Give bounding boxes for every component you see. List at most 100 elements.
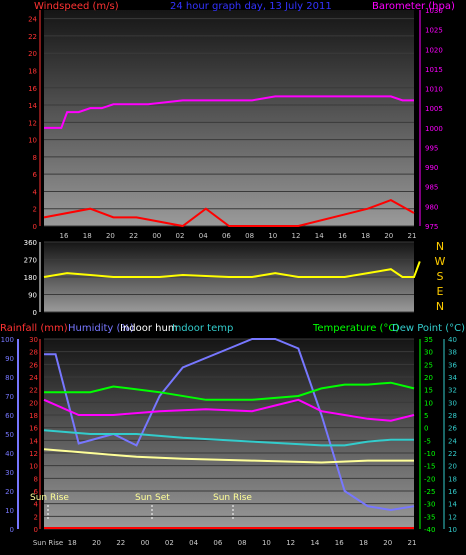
y-outer-right-tick-label: 30 [448, 399, 457, 407]
y-right-tick-label: 1000 [425, 125, 443, 133]
y-left-tick-label: 4 [33, 188, 38, 196]
y-outer-right-tick-label: 10 [448, 526, 457, 534]
y-inner-right-tick-label: 30 [424, 349, 433, 357]
x-tick-label: 18 [83, 232, 92, 240]
y-outer-left-tick-label: 40 [5, 450, 14, 458]
y-left-tick-label: 24 [28, 16, 37, 24]
y-right-tick-label: 1015 [425, 66, 443, 74]
compass-label: N [436, 240, 444, 253]
dew-point-label: Dew Point (°C) [392, 323, 465, 334]
series-line-barometer [44, 95, 414, 129]
y-left-tick-label: 18 [28, 67, 37, 75]
indoor-temp-label: Indoor temp [172, 323, 233, 334]
y-inner-left-tick-label: 6 [34, 488, 39, 496]
y-inner-left-tick-label: 26 [29, 361, 38, 369]
y-outer-left-tick-label: 50 [5, 431, 14, 439]
y-inner-left-tick-label: 16 [29, 425, 38, 433]
x-tick-label: 14 [315, 232, 324, 240]
x-tick-label: 10 [262, 539, 271, 547]
y-outer-right-tick-label: 22 [448, 450, 457, 458]
x-tick-label: 20 [106, 232, 115, 240]
humidity-label: Humidity (%) [68, 323, 134, 334]
y-outer-left-tick-label: 70 [5, 393, 14, 401]
y-dir-tick-label: 0 [33, 309, 37, 317]
y-inner-left-tick-label: 28 [29, 349, 38, 357]
x-tick-label: 08 [245, 232, 254, 240]
y-inner-left-tick-label: 0 [34, 526, 38, 534]
temperature-label: Temperature (°C) [312, 323, 399, 334]
x-tick-label: 21 [408, 539, 417, 547]
y-outer-right-tick-label: 12 [448, 513, 457, 521]
y-right-tick-label: 980 [425, 203, 438, 211]
y-dir-tick-label: 180 [24, 274, 37, 282]
y-inner-right-tick-label: -35 [424, 513, 435, 521]
y-inner-right-tick-label: 0 [424, 425, 428, 433]
sun-set-annotation: Sun Set [135, 493, 170, 503]
x-tick-label: 18 [68, 539, 77, 547]
y-inner-left-tick-label: 24 [29, 374, 38, 382]
y-inner-right-tick-label: 5 [424, 412, 428, 420]
y-inner-right-tick-label: -30 [424, 501, 435, 509]
x-tick-label: 02 [176, 232, 185, 240]
y-outer-right-tick-label: 26 [448, 425, 457, 433]
y-inner-left-tick-label: 22 [29, 387, 38, 395]
series-line-humidity [44, 338, 415, 512]
series-line-windspeed [43, 198, 415, 228]
y-outer-left-tick-label: 90 [5, 355, 14, 363]
series-line-indoor-hum [43, 448, 414, 464]
indoor-hum-label: Indoor hum [120, 323, 178, 334]
y-right-tick-label: 1020 [425, 46, 443, 54]
y-inner-right-tick-label: 10 [424, 399, 433, 407]
y-right-tick-label: 1005 [425, 105, 443, 113]
y-outer-right-tick-label: 38 [448, 349, 457, 357]
panel-2-series [43, 261, 421, 278]
y-inner-left-tick-label: 18 [29, 412, 38, 420]
y-outer-right-tick-label: 18 [448, 475, 457, 483]
y-inner-right-tick-label: -10 [424, 450, 435, 458]
x-tick-label: 04 [199, 232, 208, 240]
panel-1-grid [44, 18, 414, 227]
chart-title: 24 hour graph day, 13 July 2011 [170, 1, 332, 12]
compass-label: E [437, 285, 444, 298]
series-line-wind-direction [43, 261, 421, 278]
y-outer-right-tick-label: 36 [448, 361, 457, 369]
y-outer-right-tick-label: 32 [448, 387, 457, 395]
compass-label: W [435, 255, 446, 268]
sun-rise-annotation-2: Sun Rise [213, 493, 252, 503]
series-line-temperature [44, 381, 415, 401]
y-inner-right-tick-label: -25 [424, 488, 435, 496]
y-left-tick-label: 14 [28, 102, 37, 110]
y-right-tick-label: 990 [425, 164, 438, 172]
y-left-tick-label: 22 [28, 33, 37, 41]
x-tick-label: 20 [384, 232, 393, 240]
y-inner-left-tick-label: 10 [29, 463, 38, 471]
y-dir-tick-label: 90 [28, 292, 37, 300]
y-inner-left-tick-label: 2 [34, 513, 38, 521]
panel-3-series [43, 338, 415, 530]
y-inner-right-tick-label: 25 [424, 361, 433, 369]
x-tick-label: 22 [129, 232, 138, 240]
y-right-tick-label: 985 [425, 184, 438, 192]
y-inner-left-tick-label: 20 [29, 399, 38, 407]
x-tick-label: 16 [338, 232, 347, 240]
y-outer-right-tick-label: 20 [448, 463, 457, 471]
rainfall-label: Rainfall (mm) [0, 323, 68, 334]
x-tick-label: 21 [408, 232, 417, 240]
y-left-tick-label: 20 [28, 50, 37, 58]
y-left-tick-label: 8 [33, 154, 37, 162]
panel-1-series [43, 95, 415, 228]
right-axis-title: Barometer (hpa) [372, 1, 455, 12]
y-inner-left-tick-label: 14 [29, 437, 38, 445]
y-outer-right-tick-label: 34 [448, 374, 457, 382]
x-tick-label: 16 [335, 539, 344, 547]
x-tick-label: 22 [116, 539, 125, 547]
y-outer-right-tick-label: 16 [448, 488, 457, 496]
x-tick-label: 20 [383, 539, 392, 547]
y-inner-left-tick-label: 12 [29, 450, 38, 458]
x-tick-label: 18 [359, 539, 368, 547]
y-outer-left-tick-label: 20 [5, 488, 14, 496]
axes: 0246810121416182022249759809859909951000… [1, 7, 458, 547]
x-tick-label: 06 [213, 539, 222, 547]
x-tick-label: 12 [286, 539, 295, 547]
y-inner-right-tick-label: 35 [424, 336, 433, 344]
